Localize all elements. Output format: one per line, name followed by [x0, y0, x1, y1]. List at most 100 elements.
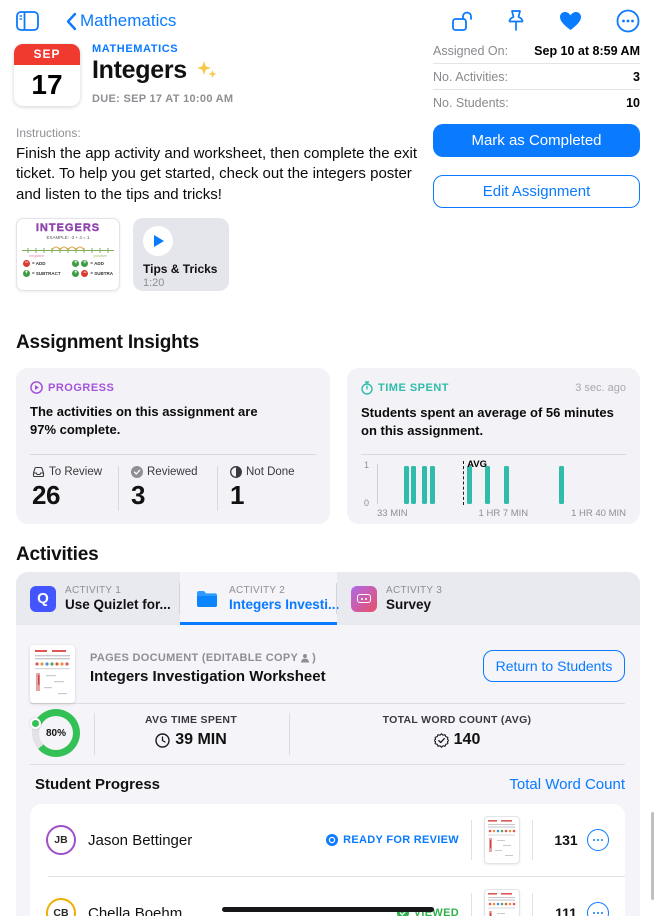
- student-status: VIEWED: [413, 907, 459, 916]
- plus-dot-icon: +: [81, 260, 89, 267]
- home-indicator[interactable]: [222, 907, 434, 912]
- tray-icon: [32, 466, 45, 478]
- due-date: DUE: SEP 17 AT 10:00 AM: [92, 93, 234, 105]
- student-work-thumbnail[interactable]: [484, 889, 520, 916]
- return-to-students-button[interactable]: Return to Students: [483, 650, 625, 682]
- worksheet-thumbnail[interactable]: [30, 645, 75, 703]
- tab-kicker: ACTIVITY 1: [65, 585, 122, 596]
- worksheet-thumbnail-art: [35, 650, 70, 695]
- edit-assignment-button[interactable]: Edit Assignment: [433, 175, 640, 208]
- divider: [48, 876, 625, 877]
- sparkles-icon: [195, 60, 219, 82]
- checkmark-seal-icon: [433, 732, 449, 748]
- poster-rule-label: = SUBTRACT: [32, 271, 61, 276]
- student-word-count: 111: [555, 905, 577, 916]
- page-title: Integers: [92, 56, 187, 84]
- course-name: MATHEMATICS: [92, 43, 179, 55]
- stopwatch-icon: [361, 381, 373, 395]
- calendar-month: SEP: [14, 44, 80, 65]
- plus-dot-icon: +: [72, 270, 80, 277]
- minus-dot-icon: −: [23, 260, 30, 267]
- time-spent-chart-xticks: 33 MIN 1 HR 7 MIN 1 HR 40 MIN: [377, 508, 626, 519]
- back-button[interactable]: Mathematics: [65, 11, 176, 31]
- survey-icon: [351, 585, 377, 612]
- stat-label: Reviewed: [147, 466, 198, 478]
- activity-progress-ring-wrap: 80%: [30, 709, 80, 757]
- tab-label: Survey: [386, 597, 432, 612]
- poster-rule-label: = SUBTRA: [90, 271, 113, 276]
- avg-time-value: 39 MIN: [175, 731, 227, 748]
- divider: [30, 454, 316, 455]
- y-tick-0: 0: [364, 498, 370, 508]
- divider: [30, 703, 625, 704]
- sidebar-toggle-icon[interactable]: [16, 11, 39, 31]
- poster-axis-negative: negative: [29, 253, 45, 258]
- row-more-button[interactable]: [587, 902, 609, 916]
- progress-ring-knob: [30, 718, 41, 729]
- stat-label: To Review: [49, 466, 103, 478]
- tab-kicker: ACTIVITY 2: [229, 585, 286, 596]
- poster-example: EXAMPLE: -3 + 4 = 1: [46, 235, 90, 240]
- tab-activity-1[interactable]: Q ACTIVITY 1 Use Quizlet for...: [16, 572, 180, 625]
- half-circle-icon: [230, 466, 242, 478]
- stat-value: 1: [230, 480, 244, 510]
- time-spent-card: TIME SPENT 3 sec. ago Students spent an …: [347, 368, 640, 524]
- doc-kicker: PAGES DOCUMENT (EDITABLE COPY: [90, 652, 299, 664]
- lock-open-icon[interactable]: [451, 10, 473, 33]
- progress-icon: [30, 381, 43, 394]
- student-row-jason[interactable]: JB Jason Bettinger READY FOR REVIEW 131: [30, 804, 625, 876]
- meta-row-assigned: Assigned On: Sep 10 at 8:59 AM: [433, 38, 640, 64]
- student-work-thumbnail[interactable]: [484, 816, 520, 864]
- stat-label: Not Done: [246, 466, 295, 478]
- doc-kicker-close: ): [312, 652, 317, 664]
- play-button[interactable]: [143, 226, 173, 256]
- stat-not-done: Not Done 1: [217, 466, 316, 511]
- avatar: JB: [46, 825, 76, 855]
- plus-dot-icon: +: [72, 260, 80, 267]
- avg-time-label: AVG TIME SPENT: [144, 714, 238, 726]
- stat-to-review: To Review 26: [30, 466, 118, 511]
- meta-label: Assigned On:: [433, 43, 509, 58]
- total-word-count-link[interactable]: Total Word Count: [509, 776, 625, 793]
- row-more-button[interactable]: [587, 829, 609, 851]
- play-icon: [154, 235, 164, 247]
- worksheet-title: Integers Investigation Worksheet: [90, 668, 326, 685]
- poster-title: INTEGERS: [35, 222, 101, 234]
- time-spent-chart: 1 0 AVG 33 MIN 1 HR 7 MIN 1 HR 40 MIN: [361, 459, 626, 520]
- student-status: READY FOR REVIEW: [343, 834, 459, 846]
- folder-icon: [194, 586, 220, 612]
- stat-value: 26: [32, 480, 60, 510]
- tab-activity-3[interactable]: ACTIVITY 3 Survey: [337, 572, 487, 625]
- poster-rules: − = ADD + = SUBTRACT + + = ADD + − = SUBTRA: [21, 260, 115, 277]
- poster-number-line: [22, 246, 114, 253]
- instructions-label: Instructions:: [16, 126, 81, 140]
- divider: [336, 583, 337, 614]
- favorite-heart-icon[interactable]: [559, 11, 582, 31]
- tab-kicker: ACTIVITY 3: [386, 585, 443, 596]
- time-card-label: TIME SPENT: [378, 382, 450, 394]
- meta-value: 10: [626, 96, 640, 110]
- activity-tabs: Q ACTIVITY 1 Use Quizlet for... ACTIVITY…: [16, 572, 640, 625]
- poster-attachment[interactable]: INTEGERS EXAMPLE: -3 + 4 = 1 negative po…: [16, 218, 120, 291]
- poster-rule-label: = ADD: [32, 261, 46, 266]
- divider: [471, 893, 472, 916]
- audio-attachment[interactable]: Tips & Tricks 1:20: [133, 218, 229, 291]
- pin-icon[interactable]: [507, 9, 525, 33]
- more-options-icon[interactable]: [616, 9, 640, 33]
- instructions-body: Finish the app activity and worksheet, t…: [16, 145, 418, 203]
- time-card-updated: 3 sec. ago: [575, 382, 626, 394]
- stat-value: 3: [131, 480, 145, 510]
- student-progress-heading: Student Progress: [35, 776, 161, 793]
- mark-completed-button[interactable]: Mark as Completed: [433, 124, 640, 157]
- poster-axis-positive: positive: [93, 253, 107, 258]
- tab-activity-2-selected[interactable]: ACTIVITY 2 Integers Investi...: [180, 572, 340, 625]
- divider: [532, 893, 533, 916]
- meta-value: Sep 10 at 8:59 AM: [534, 43, 640, 58]
- tab-label: Integers Investi...: [229, 597, 340, 612]
- scroll-indicator[interactable]: [651, 812, 654, 900]
- divider: [94, 713, 95, 755]
- chevron-left-icon: [66, 12, 77, 30]
- audio-title: Tips & Tricks: [143, 262, 218, 276]
- student-word-count: 131: [554, 832, 578, 848]
